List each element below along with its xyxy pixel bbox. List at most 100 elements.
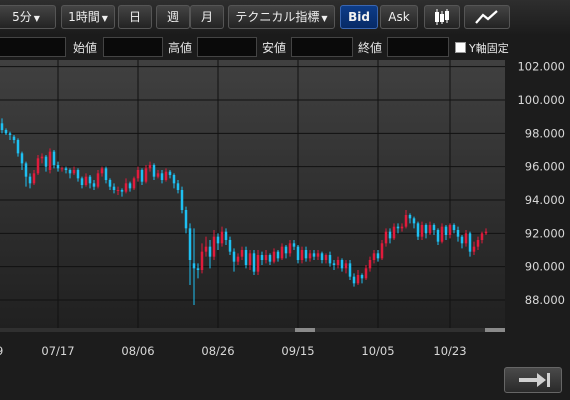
y-axis-fixed-checkbox[interactable] <box>455 42 466 53</box>
x-tick-label: 08/26 <box>201 344 234 358</box>
candle-body <box>300 250 304 260</box>
scroll-to-latest-button[interactable] <box>504 367 562 393</box>
candle-body <box>484 231 488 234</box>
low-label: 安値 <box>262 41 287 55</box>
candle-body <box>28 176 32 184</box>
candle-body <box>384 231 388 244</box>
candle-body <box>184 210 188 229</box>
high-label: 高値 <box>168 41 193 55</box>
candle-body <box>220 231 224 244</box>
candle-body <box>468 233 472 252</box>
candle-body <box>8 133 12 135</box>
x-tick-label-partial: 9 <box>0 344 3 358</box>
y-tick-label: 88.000 <box>525 293 565 307</box>
candle-body <box>212 236 216 257</box>
candle-body <box>124 183 128 192</box>
scrollbar-thumb[interactable] <box>295 328 315 332</box>
candle-body <box>224 231 228 240</box>
candle-body <box>308 253 312 259</box>
ask-button[interactable]: Ask <box>380 5 418 29</box>
candlestick-style-button[interactable] <box>424 5 460 29</box>
y-tick-label: 100.000 <box>517 93 565 107</box>
x-tick-label: 10/23 <box>433 344 466 358</box>
candle-body <box>156 173 160 177</box>
candle-body <box>140 170 144 182</box>
candle-body <box>372 253 376 260</box>
candle-body <box>20 153 24 164</box>
candle-body <box>188 228 192 260</box>
candle-body <box>408 215 412 219</box>
candle-body <box>452 225 456 230</box>
candle-body <box>152 165 156 177</box>
candle-body <box>56 165 60 169</box>
y-axis-fixed-label: Y軸固定 <box>469 42 509 55</box>
interval-label: 5分 <box>12 10 32 24</box>
candle-body <box>324 255 328 260</box>
candle-body <box>24 163 28 177</box>
tab-day[interactable]: 日 <box>118 5 152 29</box>
y-tick-label: 102.000 <box>517 60 565 74</box>
span-dropdown[interactable]: 1時間 ▼ <box>61 5 115 29</box>
y-axis-area <box>505 60 570 364</box>
tab-week[interactable]: 週 <box>156 5 190 29</box>
candles <box>0 118 488 305</box>
candle-body <box>316 253 320 257</box>
candle-body <box>424 225 428 234</box>
candle-body <box>108 180 112 187</box>
x-axis: 07/17 08/06 08/26 09/15 10/05 10/23 9 <box>0 344 467 358</box>
chevron-down-icon: ▼ <box>321 14 328 23</box>
candle-body <box>60 168 64 170</box>
candle-body <box>460 236 464 244</box>
candle-body <box>292 243 296 247</box>
candle-body <box>368 260 372 269</box>
candle-body <box>96 173 100 187</box>
candle-body <box>256 255 260 272</box>
line-chart-icon <box>475 10 498 24</box>
y-tick-label: 96.000 <box>525 160 565 174</box>
candle-body <box>148 165 152 169</box>
candle-body <box>260 255 264 260</box>
candle-body <box>100 168 104 174</box>
candle-body <box>404 215 408 227</box>
x-tick-label: 08/06 <box>121 344 154 358</box>
tab-month[interactable]: 月 <box>190 5 224 29</box>
candle-body <box>436 230 440 242</box>
plot-area <box>0 60 505 330</box>
candle-body <box>248 253 252 265</box>
bid-button[interactable]: Bid <box>340 5 378 29</box>
candle-body <box>264 255 268 260</box>
candle-body <box>84 176 88 185</box>
candle-body <box>144 168 148 182</box>
candle-body <box>232 251 236 262</box>
candle-body <box>420 225 424 237</box>
bottom-bar <box>0 364 570 400</box>
candle-body <box>160 173 164 180</box>
horizontal-scrollbar[interactable] <box>0 328 505 332</box>
candle-body <box>176 183 180 190</box>
x-tick-label: 10/05 <box>361 344 394 358</box>
scrollbar-thumb-end[interactable] <box>485 328 505 332</box>
candle-body <box>412 218 416 224</box>
ohlc-bar: 始値 高値 安値 終値 Y軸固定 <box>0 34 570 60</box>
chevron-down-icon: ▼ <box>33 14 40 23</box>
y-tick-label: 94.000 <box>525 193 565 207</box>
indicator-dropdown[interactable]: テクニカル指標 ▼ <box>228 5 335 29</box>
y-tick-label: 90.000 <box>525 260 565 274</box>
interval-dropdown[interactable]: 5分 ▼ <box>0 5 56 29</box>
candle-body <box>172 175 176 184</box>
line-style-button[interactable] <box>464 5 510 29</box>
y-axis: 102.000 100.000 98.000 96.000 94.000 92.000 90… <box>517 60 565 307</box>
candle-body <box>400 226 404 229</box>
candle-body <box>0 123 4 130</box>
candle-body <box>480 233 484 240</box>
candle-body <box>164 171 168 180</box>
candle-body <box>392 226 396 239</box>
candle-body <box>320 253 324 260</box>
candle-body <box>128 183 132 189</box>
candle-body <box>272 251 276 262</box>
x-axis-area <box>0 330 505 364</box>
candle-body <box>304 250 308 259</box>
price-chart[interactable]: 102.000100.00098.00096.00094.00092.00090… <box>0 60 570 364</box>
candle-body <box>388 231 392 239</box>
candle-body <box>92 183 96 187</box>
